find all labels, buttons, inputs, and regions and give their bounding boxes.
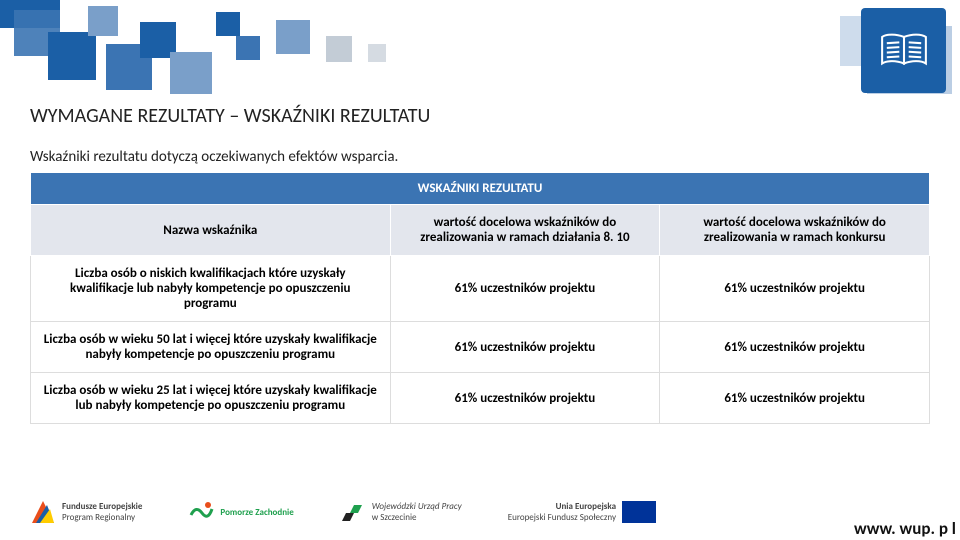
logo-fundusze: Fundusze EuropejskieProgram Regionalny <box>30 499 142 525</box>
fe-logo-icon <box>30 499 56 525</box>
col-header-value2: wartość docelowa wskaźników do zrealizow… <box>660 205 930 256</box>
table-row: Liczba osób w wieku 25 lat i więcej któr… <box>31 373 930 424</box>
table-row: Liczba osób w wieku 50 lat i więcej któr… <box>31 322 930 373</box>
col-header-value1: wartość docelowa wskaźników do zrealizow… <box>390 205 660 256</box>
eu-flag-icon <box>622 501 656 523</box>
book-icon <box>861 8 946 93</box>
footer-url: www. wup. p l <box>854 520 956 538</box>
col-header-name: Nazwa wskaźnika <box>31 205 391 256</box>
page-subtitle: Wskaźniki rezultatu dotyczą oczekiwanych… <box>30 148 398 166</box>
row-name: Liczba osób o niskich kwalifikacjach któ… <box>31 256 391 322</box>
table-caption: WSKAŹNIKI REZULTATU <box>31 173 930 205</box>
row-value2: 61% uczestników projektu <box>660 322 930 373</box>
footer-logos: Fundusze EuropejskieProgram Regionalny P… <box>30 490 930 534</box>
wup-logo-icon <box>340 499 366 525</box>
row-value1: 61% uczestników projektu <box>390 322 660 373</box>
logo-pomorze: Pomorze Zachodnie <box>188 499 293 525</box>
row-name: Liczba osób w wieku 25 lat i więcej któr… <box>31 373 391 424</box>
header-decoration <box>0 0 430 95</box>
row-value1: 61% uczestników projektu <box>390 256 660 322</box>
table-row: Liczba osób o niskich kwalifikacjach któ… <box>31 256 930 322</box>
row-value1: 61% uczestników projektu <box>390 373 660 424</box>
row-value2: 61% uczestników projektu <box>660 373 930 424</box>
results-table: WSKAŹNIKI REZULTATU Nazwa wskaźnika wart… <box>30 172 930 424</box>
row-value2: 61% uczestników projektu <box>660 256 930 322</box>
logo-wup: Wojewódzki Urząd Pracyw Szczecinie <box>340 499 462 525</box>
corner-decor <box>840 16 862 66</box>
page-title: WYMAGANE REZULTATY – WSKAŹNIKI REZULTATU <box>30 104 430 128</box>
pz-logo-icon <box>188 499 214 525</box>
row-name: Liczba osób w wieku 50 lat i więcej któr… <box>31 322 391 373</box>
logo-ue: Unia EuropejskaEuropejski Fundusz Społec… <box>508 501 656 523</box>
